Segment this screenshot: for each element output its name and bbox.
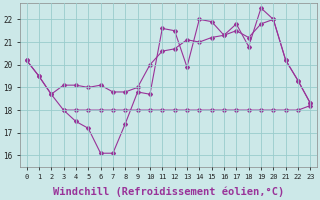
- X-axis label: Windchill (Refroidissement éolien,°C): Windchill (Refroidissement éolien,°C): [53, 186, 284, 197]
